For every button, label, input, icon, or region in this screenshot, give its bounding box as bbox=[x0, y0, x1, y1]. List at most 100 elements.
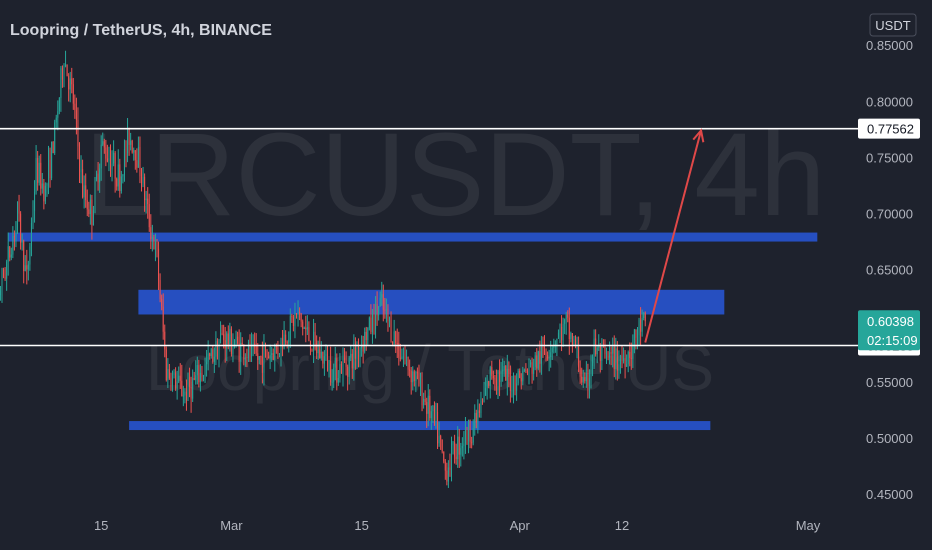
candle-body bbox=[347, 366, 349, 377]
candle bbox=[218, 338, 220, 368]
currency-badge[interactable] bbox=[869, 13, 917, 37]
candle-body bbox=[530, 362, 532, 365]
candle bbox=[406, 349, 408, 367]
candle bbox=[564, 318, 566, 335]
candle-body bbox=[573, 339, 575, 345]
candle-body bbox=[96, 173, 98, 180]
candle bbox=[364, 327, 366, 354]
candle-body bbox=[74, 103, 76, 111]
candle-body bbox=[265, 346, 266, 350]
candle bbox=[51, 141, 53, 181]
candle bbox=[480, 391, 482, 418]
candle-body bbox=[164, 331, 166, 350]
candle-body bbox=[384, 309, 386, 311]
candle bbox=[255, 333, 257, 356]
candle bbox=[80, 155, 82, 184]
candle bbox=[430, 405, 432, 430]
candle bbox=[451, 436, 452, 482]
candle bbox=[54, 119, 56, 155]
candle-body bbox=[102, 141, 104, 145]
candle bbox=[230, 326, 232, 357]
candle bbox=[91, 194, 93, 240]
candle bbox=[621, 345, 623, 369]
price-axis[interactable]: USDT 0.85000 0.80000 0.75000 0.70000 0.65000… bbox=[858, 0, 932, 512]
candle bbox=[516, 373, 518, 401]
candle bbox=[444, 459, 446, 480]
candle bbox=[443, 451, 445, 464]
time-axis[interactable]: 15 Mar 15 Apr 12 May bbox=[0, 512, 932, 550]
candle bbox=[117, 149, 119, 191]
candle-body bbox=[44, 185, 46, 202]
candle-body bbox=[519, 370, 521, 378]
candle bbox=[616, 341, 618, 381]
candle bbox=[190, 376, 192, 413]
candle-body bbox=[514, 376, 516, 391]
candle bbox=[570, 331, 572, 343]
candle bbox=[114, 151, 116, 193]
candle-body bbox=[587, 373, 589, 386]
candle-body bbox=[260, 356, 262, 358]
candle bbox=[334, 346, 336, 381]
candle-body bbox=[86, 200, 88, 210]
candle-body bbox=[176, 381, 178, 389]
candle-body bbox=[590, 366, 592, 379]
candle bbox=[396, 328, 398, 358]
candle-body bbox=[289, 316, 291, 340]
candle bbox=[627, 350, 629, 373]
candle-body bbox=[142, 176, 144, 184]
candle bbox=[261, 341, 263, 384]
candle-countdown-label: 02:15:09 bbox=[867, 333, 918, 348]
candle bbox=[531, 357, 533, 384]
candle-body bbox=[553, 346, 555, 348]
candle bbox=[212, 345, 214, 364]
candle-body bbox=[141, 176, 142, 184]
candle-body bbox=[342, 357, 344, 374]
candle bbox=[147, 187, 149, 219]
candle-body bbox=[167, 369, 169, 380]
candle-body bbox=[410, 370, 412, 383]
candle bbox=[613, 335, 615, 378]
candle-body bbox=[460, 448, 462, 455]
candle-body bbox=[216, 341, 218, 359]
candle bbox=[220, 321, 222, 344]
candle-body bbox=[640, 319, 642, 332]
candle bbox=[506, 354, 508, 396]
x-tick-label: 15 bbox=[354, 518, 368, 533]
candle bbox=[537, 350, 539, 371]
candle-body bbox=[13, 236, 15, 238]
candle-body bbox=[299, 311, 301, 314]
candle bbox=[57, 100, 59, 131]
candle-body bbox=[92, 210, 94, 226]
candle-body bbox=[615, 348, 617, 370]
candle-body bbox=[258, 356, 260, 360]
candle-body bbox=[34, 191, 36, 211]
candle-body bbox=[144, 176, 146, 201]
candle-body bbox=[161, 298, 163, 307]
candle bbox=[438, 421, 440, 447]
candle-body bbox=[134, 150, 136, 161]
candle-body bbox=[626, 364, 628, 367]
x-tick-label: Mar bbox=[220, 518, 243, 533]
candle bbox=[234, 339, 235, 349]
candle bbox=[581, 367, 583, 386]
candle bbox=[389, 316, 390, 328]
candle bbox=[164, 324, 166, 358]
candle bbox=[593, 329, 595, 370]
candle bbox=[393, 319, 395, 347]
candle-body bbox=[503, 365, 505, 371]
candle bbox=[354, 337, 356, 370]
candle-body bbox=[272, 353, 274, 360]
candle-body bbox=[100, 144, 102, 169]
candle bbox=[519, 368, 521, 379]
candle-body bbox=[477, 410, 479, 423]
candle-body bbox=[607, 351, 609, 358]
candle-body bbox=[471, 442, 473, 444]
candle bbox=[34, 180, 36, 223]
candle-body bbox=[261, 356, 263, 373]
candle-body bbox=[306, 327, 308, 330]
candle bbox=[348, 355, 350, 385]
candle-body bbox=[350, 353, 352, 358]
candle bbox=[43, 178, 45, 210]
